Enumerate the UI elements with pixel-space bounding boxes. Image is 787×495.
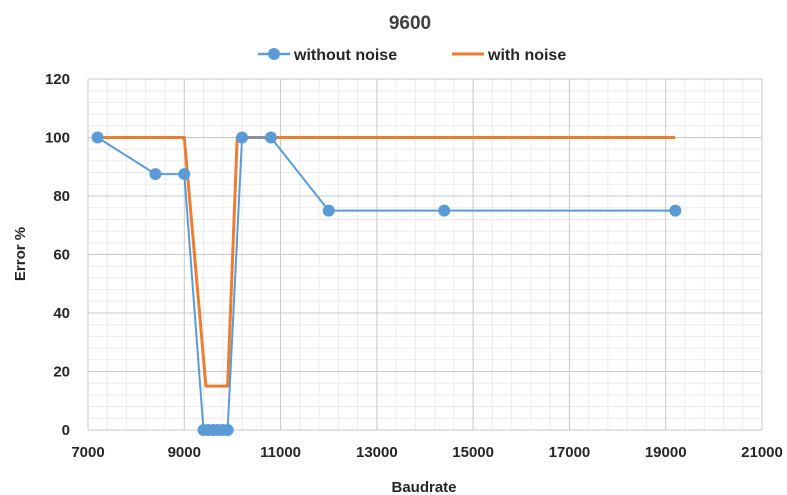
x-tick-label: 7000 <box>71 444 104 461</box>
x-tick-label: 17000 <box>549 444 591 461</box>
data-point-without-noise <box>91 131 104 144</box>
legend-label-without-noise: without noise <box>293 47 397 64</box>
x-tick-label: 19000 <box>645 444 687 461</box>
x-axis-title: Baudrate <box>391 479 456 495</box>
legend-item-without-noise: without noise <box>258 47 397 64</box>
y-tick-label: 100 <box>45 130 70 147</box>
y-tick-label: 20 <box>53 364 70 381</box>
legend-item-with-noise: with noise <box>452 47 566 64</box>
data-point-without-noise <box>236 131 249 144</box>
series-line-with-noise <box>97 136 676 388</box>
data-point-without-noise <box>149 168 162 181</box>
y-axis-tick-labels: 0 20 40 60 80 100 120 <box>45 71 70 439</box>
x-tick-label: 9000 <box>168 444 201 461</box>
plot-series <box>91 131 682 436</box>
y-tick-label: 60 <box>53 247 70 264</box>
data-point-without-noise <box>264 131 277 144</box>
data-point-without-noise <box>178 168 191 181</box>
x-tick-label: 13000 <box>356 444 398 461</box>
y-tick-label: 80 <box>53 188 70 205</box>
x-axis-tick-labels: 7000 9000 11000 13000 15000 17000 19000 21000 <box>71 444 783 461</box>
legend-marker-without-noise <box>268 48 280 60</box>
x-tick-label: 11000 <box>260 444 301 461</box>
y-axis-title: Error % <box>12 227 29 281</box>
data-point-without-noise <box>221 424 234 436</box>
y-tick-label: 0 <box>62 422 70 439</box>
x-tick-label: 15000 <box>452 444 494 461</box>
data-point-without-noise <box>669 204 682 217</box>
major-gridlines <box>87 78 763 431</box>
y-tick-label: 120 <box>45 71 70 88</box>
data-point-without-noise <box>322 204 335 217</box>
legend-label-with-noise: with noise <box>487 47 566 64</box>
chart-title: 9600 <box>389 13 431 34</box>
x-tick-label: 21000 <box>741 444 783 461</box>
data-point-without-noise <box>438 204 451 217</box>
legend: without noise with noise <box>258 47 566 64</box>
y-tick-label: 40 <box>53 305 70 322</box>
